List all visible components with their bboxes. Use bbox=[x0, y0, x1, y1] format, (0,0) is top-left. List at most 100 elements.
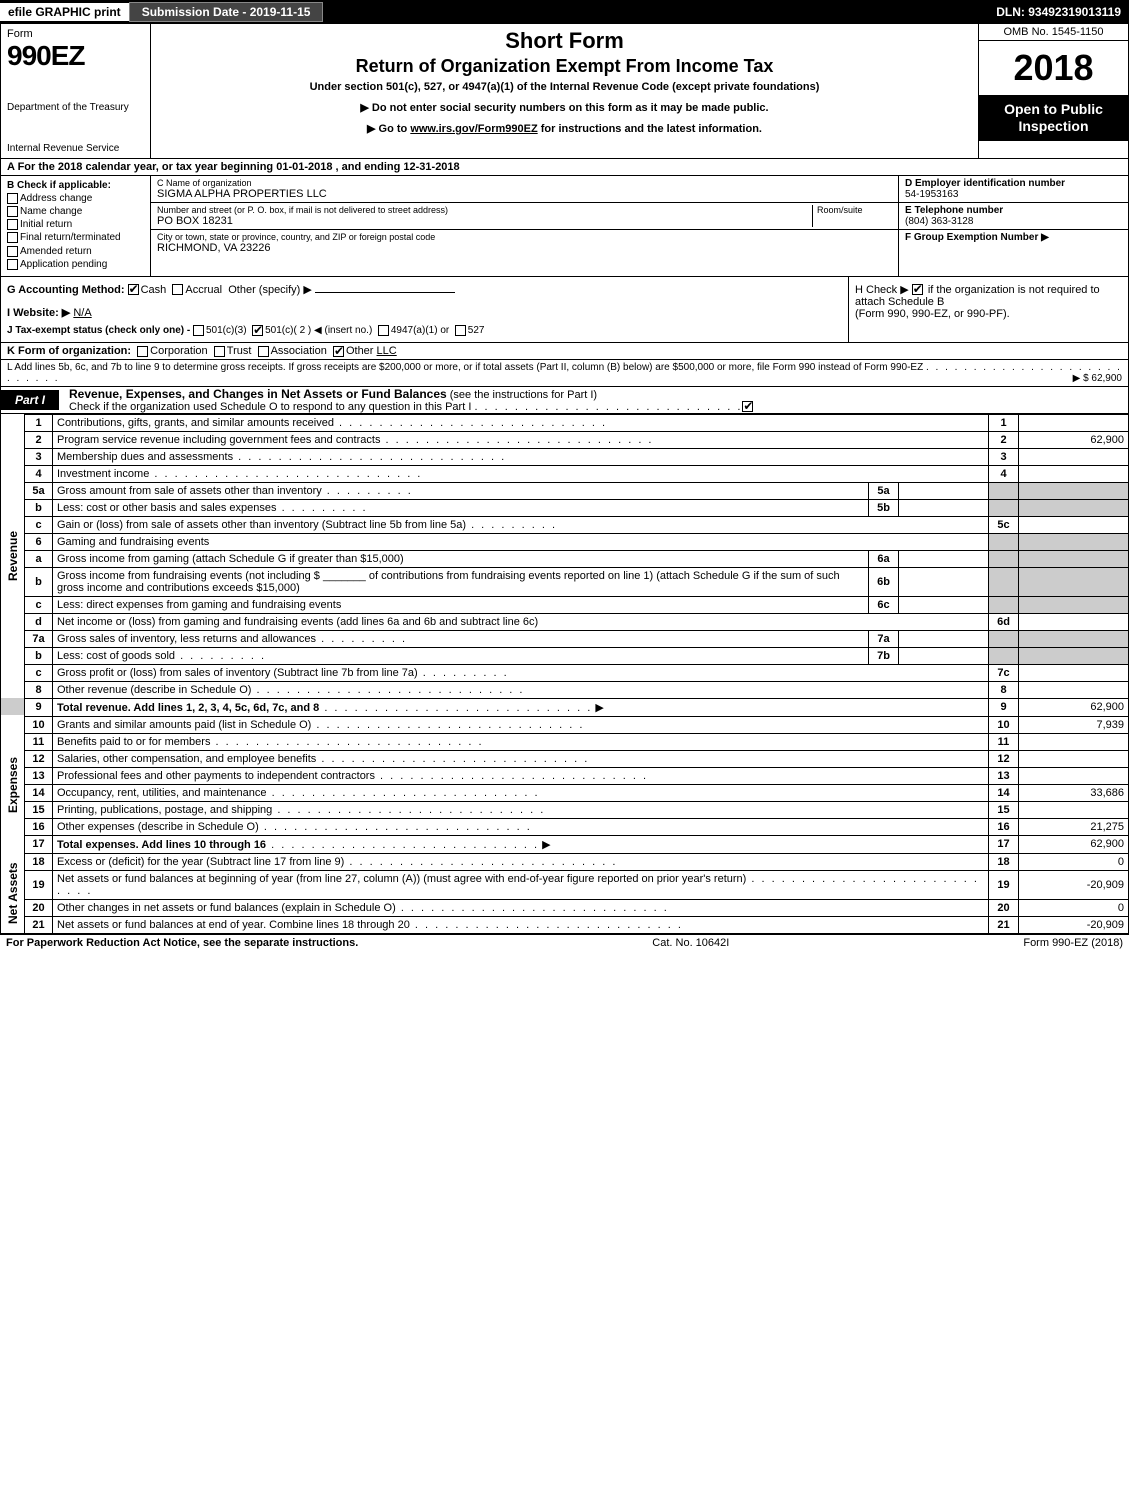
ln6d-num: d bbox=[25, 613, 53, 630]
ln18-num: 18 bbox=[25, 853, 53, 870]
lines-table: Revenue 1 Contributions, gifts, grants, … bbox=[0, 414, 1129, 934]
ln7c-desc: Gross profit or (loss) from sales of inv… bbox=[57, 667, 418, 679]
chk-h[interactable] bbox=[912, 284, 923, 295]
ln21-amt: -20,909 bbox=[1019, 916, 1129, 933]
omb-year-block: OMB No. 1545-1150 2018 Open to Public In… bbox=[978, 24, 1128, 158]
ln21-linenum: 21 bbox=[989, 916, 1019, 933]
part1-tab: Part I bbox=[1, 390, 59, 410]
ln15-linenum: 15 bbox=[989, 801, 1019, 818]
chk-527[interactable] bbox=[455, 325, 466, 336]
ln7c-amt bbox=[1019, 664, 1129, 681]
ln6c-subamt bbox=[899, 596, 989, 613]
chk-accrual[interactable] bbox=[172, 284, 183, 295]
dln: DLN: 93492319013119 bbox=[996, 5, 1129, 19]
ln5b-shade2 bbox=[1019, 499, 1129, 516]
c-street-label: Number and street (or P. O. box, if mail… bbox=[157, 205, 812, 215]
ln2-desc: Program service revenue including govern… bbox=[57, 434, 380, 446]
ln5a-subamt bbox=[899, 482, 989, 499]
table-row: c Gain or (loss) from sale of assets oth… bbox=[1, 516, 1129, 533]
ln1-amt bbox=[1019, 414, 1129, 431]
chk-name-change[interactable]: Name change bbox=[7, 206, 144, 217]
table-row: 3 Membership dues and assessments 3 bbox=[1, 448, 1129, 465]
ln15-num: 15 bbox=[25, 801, 53, 818]
table-row: 20 Other changes in net assets or fund b… bbox=[1, 899, 1129, 916]
line-l: L Add lines 5b, 6c, and 7b to line 9 to … bbox=[0, 360, 1129, 387]
part1-sub: Check if the organization used Schedule … bbox=[59, 401, 471, 413]
ln20-linenum: 20 bbox=[989, 899, 1019, 916]
footer-right: Form 990-EZ (2018) bbox=[1023, 937, 1123, 949]
j-501c: 501(c)( 2 ) ◀ (insert no.) bbox=[265, 325, 372, 336]
table-row: 7a Gross sales of inventory, less return… bbox=[1, 630, 1129, 647]
netassets-side-label: Net Assets bbox=[1, 853, 25, 933]
chk-corp[interactable] bbox=[137, 346, 148, 357]
chk-final-return[interactable]: Final return/terminated bbox=[7, 232, 144, 243]
ln16-amt: 21,275 bbox=[1019, 818, 1129, 835]
table-row: Net Assets 18 Excess or (deficit) for th… bbox=[1, 853, 1129, 870]
ln9-amt: 62,900 bbox=[1019, 698, 1129, 716]
ln6a-shade2 bbox=[1019, 550, 1129, 567]
part1-title: Revenue, Expenses, and Changes in Net As… bbox=[59, 387, 447, 401]
ln14-amt: 33,686 bbox=[1019, 784, 1129, 801]
table-row: b Less: cost of goods sold 7b bbox=[1, 647, 1129, 664]
ln20-desc: Other changes in net assets or fund bala… bbox=[57, 902, 396, 914]
ln14-desc: Occupancy, rent, utilities, and maintena… bbox=[57, 787, 267, 799]
chk-application-pending[interactable]: Application pending bbox=[7, 259, 144, 270]
ln14-num: 14 bbox=[25, 784, 53, 801]
chk-trust[interactable] bbox=[214, 346, 225, 357]
line-h: H Check ▶ if the organization is not req… bbox=[848, 277, 1128, 342]
ln20-num: 20 bbox=[25, 899, 53, 916]
ln5b-shade bbox=[989, 499, 1019, 516]
irs-label: Internal Revenue Service bbox=[7, 143, 144, 154]
c-street-value: PO BOX 18231 bbox=[157, 215, 812, 227]
ln5c-num: c bbox=[25, 516, 53, 533]
ln16-desc: Other expenses (describe in Schedule O) bbox=[57, 821, 259, 833]
ln6c-shade2 bbox=[1019, 596, 1129, 613]
ln10-desc: Grants and similar amounts paid (list in… bbox=[57, 719, 311, 731]
j-label: J Tax-exempt status (check only one) - bbox=[7, 325, 190, 336]
ln15-amt bbox=[1019, 801, 1129, 818]
ln21-num: 21 bbox=[25, 916, 53, 933]
revenue-side-label: Revenue bbox=[1, 414, 25, 698]
line-a-end: 12-31-2018 bbox=[403, 161, 459, 173]
ln16-num: 16 bbox=[25, 818, 53, 835]
ln4-linenum: 4 bbox=[989, 465, 1019, 482]
ln13-desc: Professional fees and other payments to … bbox=[57, 770, 375, 782]
ln5a-shade2 bbox=[1019, 482, 1129, 499]
block-gh: G Accounting Method: Cash Accrual Other … bbox=[0, 277, 1129, 343]
l-text: L Add lines 5b, 6c, and 7b to line 9 to … bbox=[7, 362, 923, 373]
k-other: Other bbox=[346, 345, 374, 357]
ln5a-num: 5a bbox=[25, 482, 53, 499]
j-501c3: 501(c)(3) bbox=[206, 325, 247, 336]
chk-other[interactable] bbox=[333, 346, 344, 357]
chk-address-change[interactable]: Address change bbox=[7, 193, 144, 204]
table-row: c Gross profit or (loss) from sales of i… bbox=[1, 664, 1129, 681]
ln4-desc: Investment income bbox=[57, 468, 149, 480]
ln11-linenum: 11 bbox=[989, 733, 1019, 750]
ln2-amt: 62,900 bbox=[1019, 431, 1129, 448]
ln17-num: 17 bbox=[25, 835, 53, 853]
chk-501c[interactable] bbox=[252, 325, 263, 336]
ln12-linenum: 12 bbox=[989, 750, 1019, 767]
chk-cash[interactable] bbox=[128, 284, 139, 295]
form-header: Form 990EZ Department of the Treasury In… bbox=[0, 24, 1129, 159]
f-group-exemption: F Group Exemption Number ▶ bbox=[905, 232, 1122, 243]
ln7b-desc: Less: cost of goods sold bbox=[57, 650, 175, 662]
ln6-shade bbox=[989, 533, 1019, 550]
table-row: 21 Net assets or fund balances at end of… bbox=[1, 916, 1129, 933]
form-word: Form bbox=[7, 28, 144, 40]
chk-initial-return[interactable]: Initial return bbox=[7, 219, 144, 230]
g-other-input[interactable] bbox=[315, 292, 455, 293]
chk-501c3[interactable] bbox=[193, 325, 204, 336]
instructions-link[interactable]: www.irs.gov/Form990EZ bbox=[410, 123, 537, 135]
chk-assoc[interactable] bbox=[258, 346, 269, 357]
box-def: D Employer identification number 54-1953… bbox=[898, 176, 1128, 276]
title-return: Return of Organization Exempt From Incom… bbox=[161, 56, 968, 77]
tax-year: 2018 bbox=[979, 41, 1128, 95]
chk-schedule-o[interactable] bbox=[742, 401, 753, 412]
ln9-arrow: ▶ bbox=[595, 702, 603, 714]
ln6a-num: a bbox=[25, 550, 53, 567]
chk-4947[interactable] bbox=[378, 325, 389, 336]
chk-amended-return[interactable]: Amended return bbox=[7, 246, 144, 257]
ln7a-shade2 bbox=[1019, 630, 1129, 647]
ln6d-amt bbox=[1019, 613, 1129, 630]
